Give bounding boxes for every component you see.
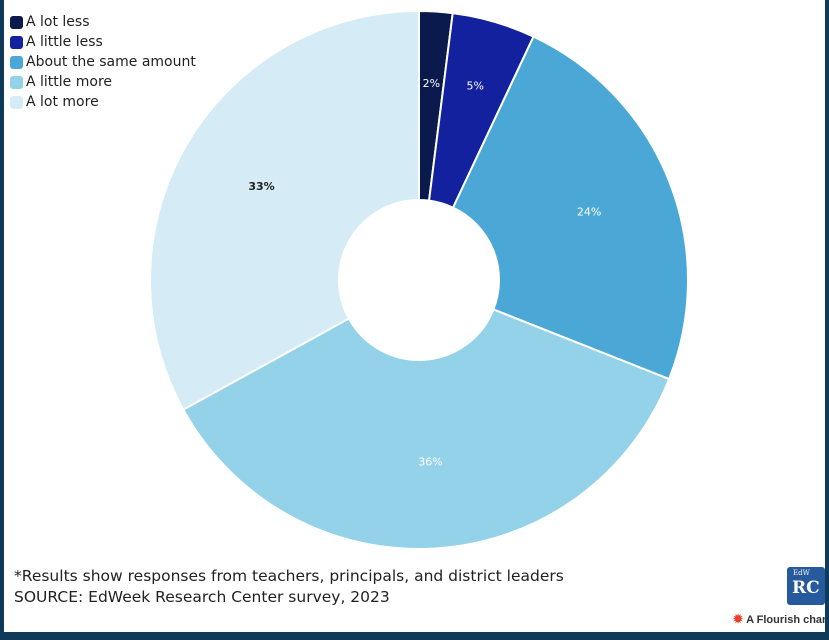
legend-label: A lot more	[26, 94, 99, 110]
donut-slice-3[interactable]	[181, 308, 671, 550]
legend-swatch	[10, 55, 23, 69]
legend-label: A little less	[26, 34, 103, 50]
chart-frame: A lot less A little less About the same …	[4, 0, 825, 632]
slice-label-4: 33%	[248, 180, 274, 193]
slice-label-0: 2%	[423, 77, 440, 90]
donut-slice-2[interactable]	[451, 35, 689, 381]
slice-label-2: 24%	[577, 206, 601, 219]
flourish-credit-link[interactable]: ✹ A Flourish char	[733, 612, 825, 626]
donut-chart: 2% 5% 24% 36% 33%	[149, 9, 689, 550]
flourish-icon: ✹	[733, 612, 744, 626]
legend-item-about-the-same[interactable]: About the same amount	[10, 52, 196, 72]
slice-label-1: 5%	[467, 79, 484, 92]
legend-label: About the same amount	[26, 54, 196, 70]
legend-item-a-lot-more[interactable]: A lot more	[10, 92, 196, 112]
legend: A lot less A little less About the same …	[10, 12, 196, 112]
slice-label-3: 36%	[418, 456, 442, 469]
legend-label: A lot less	[26, 14, 90, 30]
legend-item-a-lot-less[interactable]: A lot less	[10, 12, 196, 32]
flourish-credit-text: A Flourish char	[746, 614, 825, 626]
footnote-line-1: *Results show responses from teachers, p…	[14, 567, 564, 585]
legend-swatch	[10, 75, 23, 89]
legend-swatch	[10, 15, 23, 29]
footnote: *Results show responses from teachers, p…	[14, 566, 564, 608]
donut-slice-4[interactable]	[149, 9, 420, 411]
legend-swatch	[10, 95, 23, 109]
logo-small-text: EdW	[793, 569, 810, 577]
legend-label: A little more	[26, 74, 113, 90]
source-line: SOURCE: EdWeek Research Center survey, 2…	[14, 588, 390, 606]
edweek-research-center-logo[interactable]: EdW RC	[787, 567, 825, 605]
legend-item-a-little-more[interactable]: A little more	[10, 72, 196, 92]
legend-swatch	[10, 35, 23, 49]
logo-big-text: RC	[792, 578, 820, 598]
legend-item-a-little-less[interactable]: A little less	[10, 32, 196, 52]
